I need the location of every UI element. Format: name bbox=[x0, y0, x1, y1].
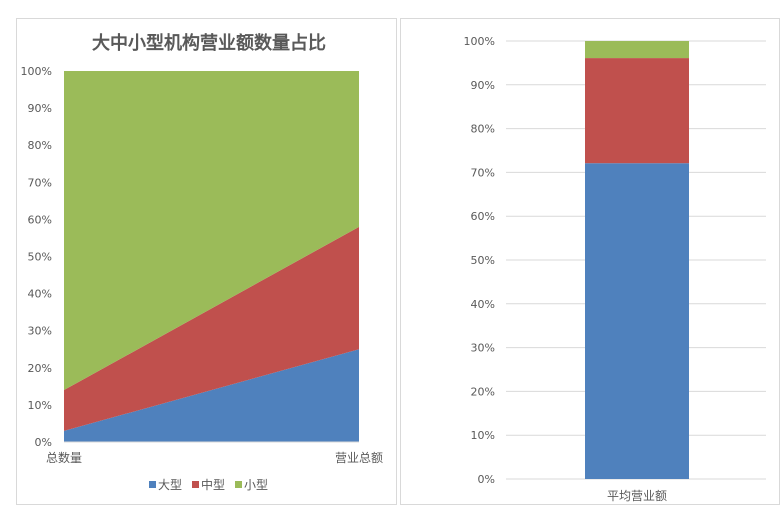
chart-title: 大中小型机构营业额数量占比 bbox=[92, 32, 326, 54]
bar-chart: 0% 10% 20% 30% 40% 50% 60% 70% 80% 90% 100% 平均营业额 bbox=[464, 35, 766, 503]
x-tick-label: 营业总额 bbox=[335, 451, 383, 465]
area-大型 bbox=[64, 349, 359, 442]
legend-swatch-medium bbox=[192, 481, 199, 488]
y-tick-label: 10% bbox=[471, 429, 495, 442]
legend-label: 大型 bbox=[158, 478, 182, 492]
y-tick-label: 100% bbox=[21, 65, 52, 78]
x-tick-label: 平均营业额 bbox=[607, 489, 667, 503]
y-tick-label: 50% bbox=[471, 254, 495, 267]
y-tick-label: 20% bbox=[28, 362, 52, 375]
legend: 大型 中型 小型 bbox=[149, 477, 268, 492]
x-tick-label: 总数量 bbox=[46, 450, 82, 465]
y-tick-label: 40% bbox=[471, 298, 495, 311]
y-tick-label: 30% bbox=[28, 325, 52, 338]
y-tick-label: 60% bbox=[28, 213, 52, 226]
y-tick-label: 90% bbox=[28, 102, 52, 115]
y-tick-label: 90% bbox=[471, 79, 495, 92]
area-小型 bbox=[64, 71, 359, 391]
legend-label: 中型 bbox=[201, 477, 225, 492]
y-tick-label: 30% bbox=[471, 342, 495, 355]
legend-swatch-small bbox=[235, 481, 242, 488]
bar-segment-1 bbox=[585, 58, 689, 164]
left-chart-panel: 大中小型机构营业额数量占比 0% 10% 20% 30% 40% 50% 60% 70% 80%… bbox=[16, 18, 397, 505]
y-tick-label: 0% bbox=[35, 436, 52, 449]
legend-swatch-large bbox=[149, 481, 156, 488]
y-tick-label: 80% bbox=[471, 123, 495, 136]
area-chart: 大中小型机构营业额数量占比 0% 10% 20% 30% 40% 50% 60% 70% 80%… bbox=[21, 32, 383, 492]
y-tick-label: 50% bbox=[28, 251, 52, 264]
y-tick-label: 70% bbox=[471, 166, 495, 179]
legend-label: 小型 bbox=[244, 478, 268, 492]
area-中型 bbox=[64, 226, 359, 431]
y-tick-label: 60% bbox=[471, 210, 495, 223]
y-tick-label: 70% bbox=[28, 176, 52, 189]
y-tick-label: 20% bbox=[471, 385, 495, 398]
y-tick-label: 100% bbox=[464, 35, 495, 48]
bar-segment-2 bbox=[585, 41, 689, 59]
bar-segment-0 bbox=[585, 163, 689, 479]
y-tick-label: 10% bbox=[28, 399, 52, 412]
right-chart-panel: 0% 10% 20% 30% 40% 50% 60% 70% 80% 90% 100% 平均营业额 bbox=[400, 18, 780, 505]
y-tick-label: 80% bbox=[28, 139, 52, 152]
y-tick-label: 40% bbox=[28, 288, 52, 301]
y-tick-label: 0% bbox=[478, 473, 495, 486]
